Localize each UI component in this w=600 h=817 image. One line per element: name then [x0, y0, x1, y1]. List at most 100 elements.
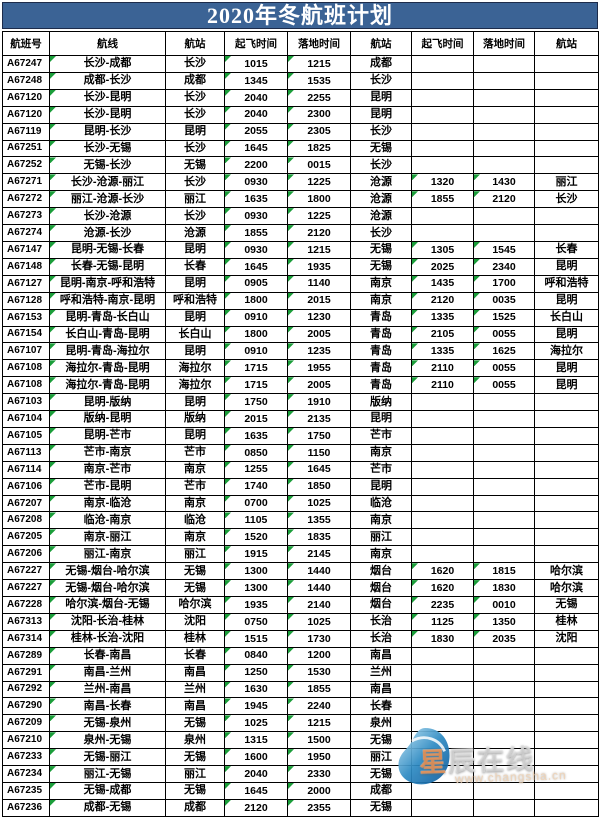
- excel-flag-icon: [225, 377, 231, 384]
- cell-station-2: 南京: [350, 274, 412, 293]
- cell-station-3: [534, 798, 599, 817]
- table-row: A67234 丽江-无锡 丽江 2040 2330 无锡: [2, 765, 599, 783]
- cell-arr-time-2: [473, 781, 535, 800]
- cell-arr-time-1: 1645: [287, 460, 351, 479]
- cell-dep-time-2: 2110: [411, 376, 474, 395]
- table-row: A67206 丽江-南京 丽江 1915 2145 南京: [2, 545, 599, 564]
- excel-flag-icon: [225, 107, 231, 113]
- column-header: 航站: [165, 31, 225, 56]
- cell-flight-no: A67314: [2, 629, 50, 648]
- cell-station-3: [534, 680, 599, 699]
- cell-station-2: 长沙: [350, 224, 412, 242]
- cell-station-1: 沧源: [165, 224, 225, 242]
- excel-flag-icon: [50, 479, 56, 485]
- cell-route: 无锡-烟台-哈尔滨: [49, 562, 166, 581]
- excel-flag-icon: [225, 597, 231, 603]
- excel-flag-icon: [288, 377, 294, 384]
- cell-arr-time-1: 1535: [287, 71, 351, 90]
- excel-flag-icon: [50, 682, 56, 688]
- excel-flag-icon: [225, 259, 231, 265]
- cell-dep-time-1: 0910: [224, 308, 288, 327]
- cell-station-1: 长沙: [165, 173, 225, 192]
- cell-route: 南昌-兰州: [49, 663, 166, 682]
- cell-station-1: 兰州: [165, 680, 225, 699]
- cell-flight-no: A67274: [2, 224, 50, 242]
- excel-flag-icon: [288, 597, 294, 603]
- excel-flag-icon: [225, 614, 231, 620]
- cell-dep-time-1: 1915: [224, 545, 288, 564]
- column-header: 落地时间: [287, 31, 351, 56]
- cell-arr-time-1: 1150: [287, 443, 351, 462]
- cell-flight-no: A67236: [2, 798, 50, 817]
- cell-arr-time-1: 1825: [287, 139, 351, 158]
- cell-arr-time-2: [473, 88, 535, 107]
- cell-route: 南京-临沧: [49, 494, 166, 513]
- cell-arr-time-1: 1215: [287, 240, 351, 259]
- excel-flag-icon: [225, 326, 231, 333]
- excel-flag-icon: [50, 343, 56, 350]
- cell-dep-time-2: [411, 765, 474, 783]
- cell-arr-time-1: 2305: [287, 122, 351, 141]
- cell-station-1: 芒市: [165, 443, 225, 462]
- cell-dep-time-2: 1620: [411, 562, 474, 581]
- excel-flag-icon: [225, 343, 231, 350]
- cell-arr-time-1: 2000: [287, 781, 351, 800]
- cell-flight-no: A67234: [2, 765, 50, 783]
- cell-station-3: 长白山: [534, 308, 599, 327]
- excel-flag-icon: [225, 225, 231, 232]
- table-row: A67291 南昌-兰州 南昌 1250 1530 兰州: [2, 663, 599, 682]
- cell-arr-time-2: [473, 410, 535, 428]
- excel-flag-icon: [50, 496, 56, 502]
- excel-flag-icon: [225, 56, 231, 62]
- cell-station-1: 哈尔滨: [165, 596, 225, 614]
- cell-dep-time-1: 1255: [224, 460, 288, 479]
- cell-flight-no: A67209: [2, 714, 50, 733]
- cell-dep-time-1: 2040: [224, 765, 288, 783]
- excel-flag-icon: [225, 800, 231, 806]
- cell-station-1: 成都: [165, 71, 225, 90]
- cell-dep-time-2: 1830: [411, 629, 474, 648]
- excel-flag-icon: [288, 141, 294, 147]
- cell-station-1: 丽江: [165, 545, 225, 564]
- excel-flag-icon: [50, 428, 56, 434]
- cell-station-1: 无锡: [165, 781, 225, 800]
- cell-flight-no: A67114: [2, 460, 50, 479]
- excel-flag-icon: [225, 715, 231, 722]
- cell-flight-no: A67207: [2, 494, 50, 513]
- excel-flag-icon: [474, 310, 480, 316]
- excel-flag-icon: [225, 445, 231, 451]
- excel-flag-icon: [474, 343, 480, 350]
- cell-dep-time-1: 1645: [224, 139, 288, 158]
- cell-dep-time-2: 1320: [411, 173, 474, 192]
- cell-dep-time-1: 0700: [224, 494, 288, 513]
- excel-flag-icon: [225, 174, 231, 181]
- excel-flag-icon: [412, 242, 418, 248]
- cell-route: 南京-芒市: [49, 460, 166, 479]
- excel-flag-icon: [50, 445, 56, 451]
- excel-flag-icon: [288, 276, 294, 282]
- cell-dep-time-2: [411, 731, 474, 750]
- excel-flag-icon: [288, 242, 294, 248]
- excel-flag-icon: [288, 411, 294, 418]
- excel-flag-icon: [474, 631, 480, 637]
- excel-flag-icon: [225, 208, 231, 215]
- cell-station-2: 南昌: [350, 680, 412, 699]
- cell-arr-time-2: [473, 646, 535, 665]
- table-row: A67209 无锡-泉州 无锡 1025 1215 泉州: [2, 714, 599, 733]
- excel-flag-icon: [50, 462, 56, 468]
- cell-flight-no: A67148: [2, 257, 50, 276]
- cell-dep-time-1: 0910: [224, 342, 288, 361]
- column-header: 航站: [534, 31, 599, 56]
- table-row: A67314 桂林-长治-沈阳 桂林 1515 1730 长治 1830 2035 沈阳: [2, 629, 599, 648]
- table-row: A67153 昆明-青岛-长白山 昆明 0910 1230 青岛 1335 1525 长白山: [2, 308, 599, 327]
- cell-station-3: [534, 156, 599, 175]
- cell-station-3: [534, 697, 599, 716]
- excel-flag-icon: [50, 310, 56, 316]
- excel-flag-icon: [50, 665, 56, 671]
- cell-route: 长沙-无锡: [49, 139, 166, 158]
- cell-arr-time-2: 0055: [473, 325, 535, 344]
- cell-station-1: 无锡: [165, 748, 225, 767]
- excel-flag-icon: [50, 208, 56, 215]
- cell-dep-time-2: [411, 714, 474, 733]
- cell-route: 昆明-版纳: [49, 393, 166, 412]
